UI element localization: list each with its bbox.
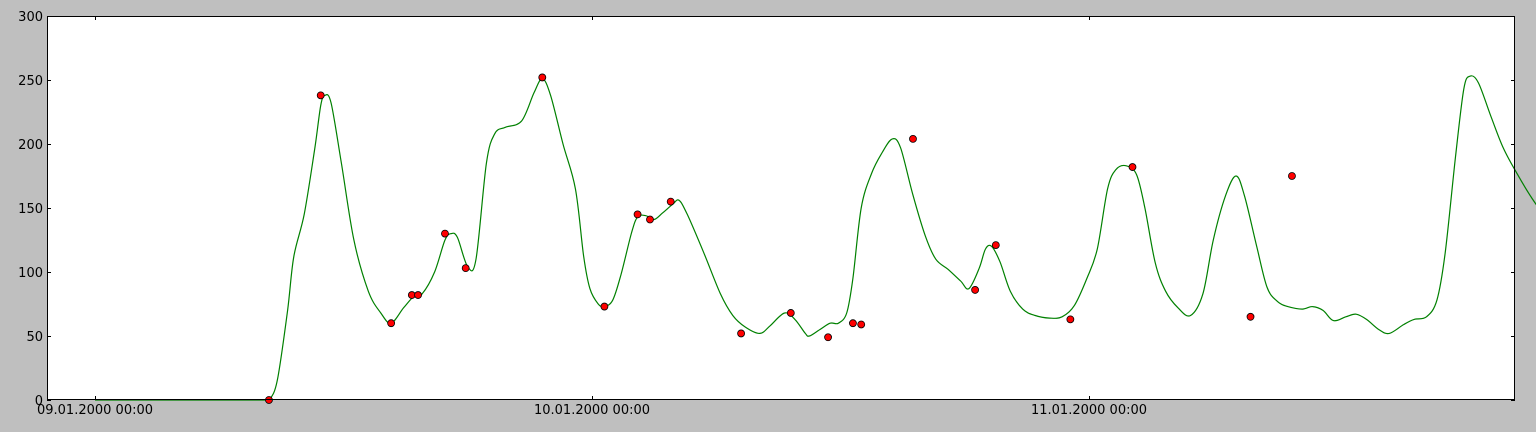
data-point (991, 241, 1000, 250)
data-point (633, 210, 642, 219)
data-point (666, 197, 675, 206)
data-point (316, 91, 325, 100)
plot-area (47, 16, 1515, 400)
data-point (646, 215, 654, 224)
data-point (971, 286, 980, 294)
axis-tick-labels: 0 50 100 150 200 250 300 09.01.2000 00:00 10.01.… (18, 10, 1147, 418)
data-point (1246, 312, 1255, 321)
data-point (737, 329, 745, 338)
data-point (538, 73, 547, 82)
data-point (461, 264, 470, 273)
y-tick-label: 50 (26, 330, 43, 345)
data-point (909, 134, 917, 143)
data-point (857, 320, 866, 329)
data-point (1288, 172, 1296, 180)
data-point (849, 319, 857, 328)
y-tick-label: 250 (18, 74, 43, 89)
data-point (387, 319, 396, 328)
data-point (824, 333, 832, 342)
data-point (1066, 315, 1075, 324)
data-point (1128, 163, 1137, 171)
data-point (600, 302, 609, 311)
data-point (414, 291, 422, 299)
data-point (786, 309, 795, 317)
plot-frame (47, 16, 1515, 400)
x-tick-label: 10.01.2000 00:00 (534, 403, 650, 418)
y-tick-label: 150 (18, 202, 43, 217)
y-tick-label: 0 (35, 394, 43, 409)
data-point (441, 229, 449, 238)
y-tick-label: 100 (18, 266, 43, 281)
y-tick-label: 200 (18, 138, 43, 153)
series-markers (265, 73, 1296, 404)
x-tick-label: 09.01.2000 00:00 (37, 403, 153, 418)
x-tick-label: 11.01.2000 00:00 (1031, 403, 1147, 418)
y-tick-label: 300 (18, 10, 43, 25)
